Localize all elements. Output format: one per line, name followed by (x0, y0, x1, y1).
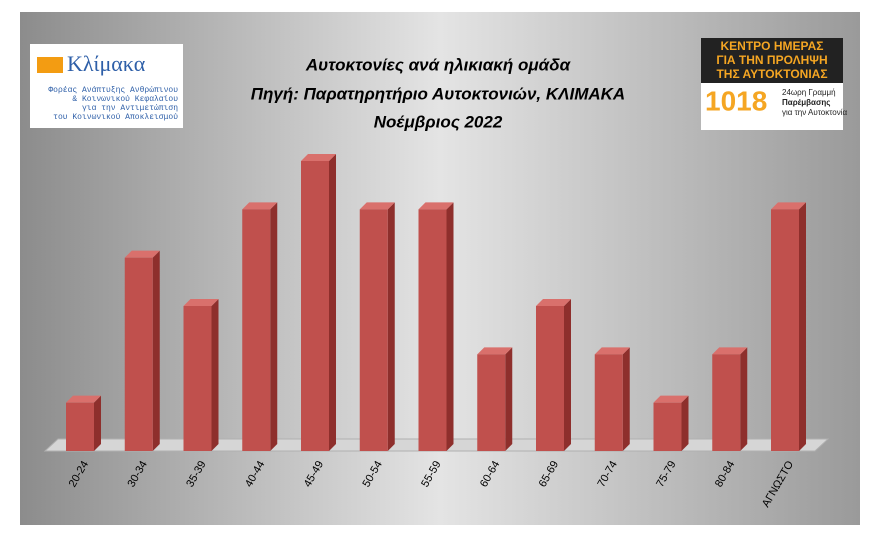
bar-top (66, 395, 101, 403)
bar (653, 402, 682, 451)
bar (477, 354, 506, 451)
chart-subtitle: Πηγή: Παρατηρητήριο Αυτοκτονιών, ΚΛΙΜΑΚΑ (251, 84, 625, 103)
logo-line: ΤΗΣ ΑΥΤΟΚΤΟΝΙΑΣ (716, 67, 827, 81)
logo-line: ΚΕΝΤΡΟ ΗΜΕΡΑΣ (721, 39, 824, 53)
bar (771, 209, 799, 451)
bar (594, 354, 623, 451)
bar-side (387, 202, 395, 451)
logo-line: του Κοινωνικού Αποκλεισμού (53, 113, 178, 122)
logo-name: Κλίμακα (67, 51, 146, 76)
bar-side (564, 299, 571, 451)
bar (124, 257, 153, 451)
bar-side (740, 347, 748, 451)
chart-title: Αυτοκτονίες ανά ηλικιακή ομάδα (305, 55, 572, 74)
bar-top (183, 299, 219, 306)
bar (301, 161, 329, 451)
logo-line: ΓΙΑ ΤΗΝ ΠΡΟΛΗΨΗ (716, 53, 827, 67)
logo-tagline: για την Αυτοκτονία (782, 108, 847, 117)
bar-top (771, 202, 806, 210)
logo-icon (37, 57, 63, 73)
bar (183, 306, 212, 451)
bar-side (622, 347, 630, 451)
bar-top (477, 347, 513, 355)
bar (418, 209, 447, 451)
bar-top (712, 347, 748, 355)
bar-side (505, 347, 513, 451)
bar-side (270, 202, 278, 451)
bar-side (94, 395, 101, 451)
bar (359, 209, 388, 451)
logo-header (701, 38, 843, 83)
bar (712, 354, 741, 451)
bar-top (301, 154, 336, 161)
bar-top (242, 202, 278, 210)
bar-top (124, 250, 160, 258)
bar-side (152, 250, 160, 451)
logo-right: ΚΕΝΤΡΟ ΗΜΕΡΑΣ ΓΙΑ ΤΗΝ ΠΡΟΛΗΨΗ ΤΗΣ ΑΥΤΟΚΤ… (701, 38, 847, 130)
bar-top (594, 347, 630, 355)
bar-side (329, 154, 336, 451)
bar (242, 209, 271, 451)
bar-top (653, 395, 689, 403)
logo-tagline: 24ωρη Γραμμή (782, 88, 836, 97)
bar-side (446, 202, 454, 451)
logo-line: για την Αντιμετώπιση (82, 104, 178, 113)
logo-number: 1018 (705, 85, 767, 116)
logo-tagline: Παρέμβασης (782, 98, 830, 107)
logo-line: & Κοινωνικού Κεφαλαίου (72, 95, 178, 104)
bar-top (418, 202, 454, 210)
bar-top (359, 202, 395, 210)
chart-subtitle: Νοέμβριος 2022 (374, 112, 503, 131)
bar (536, 306, 564, 451)
logo-left: Κλίμακα Φορέας Ανάπτυξης Ανθρώπινου & Κο… (30, 44, 183, 128)
logo-line: Φορέας Ανάπτυξης Ανθρώπινου (48, 86, 178, 95)
bar-side (681, 395, 689, 451)
bar (66, 402, 94, 451)
bar-side (799, 202, 806, 451)
bar-side (211, 299, 219, 451)
bar-top (536, 299, 571, 306)
